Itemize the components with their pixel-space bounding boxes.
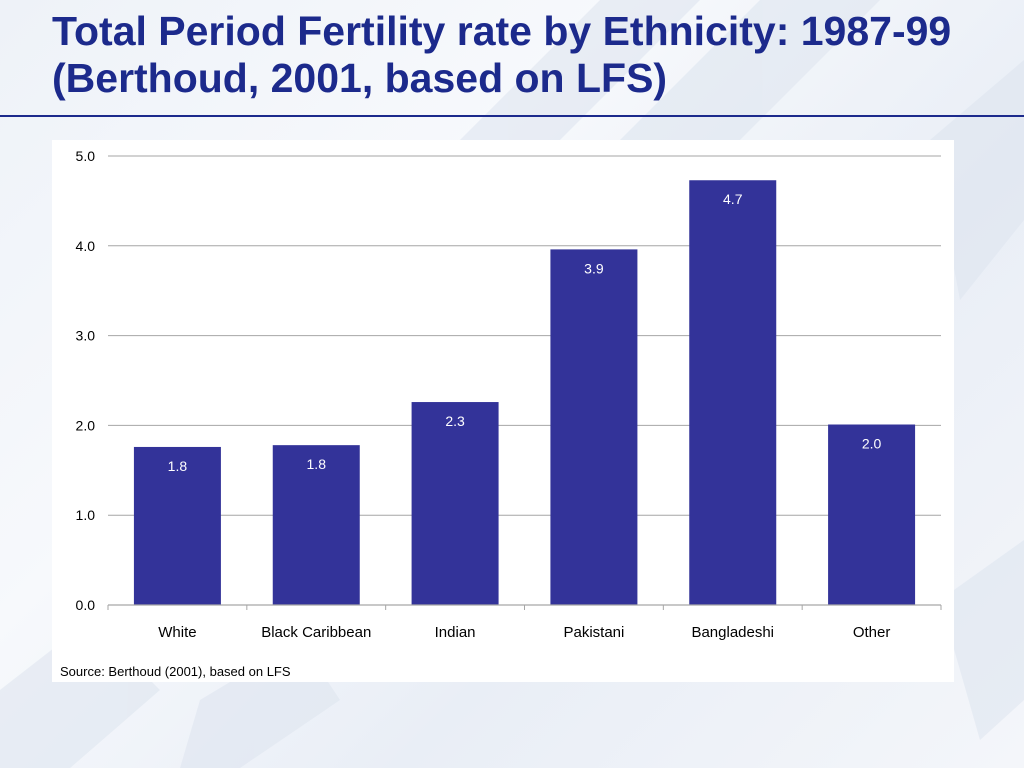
- title-divider: [0, 115, 1024, 117]
- chart-panel: 0.0 1.0 2.0 3.0 4.0 5.0 1.8 White 1.8 Black Carib…: [52, 140, 954, 682]
- y-tick-label: 0.0: [76, 597, 96, 613]
- x-category-label: White: [158, 624, 196, 641]
- y-tick-label: 5.0: [76, 148, 96, 164]
- bar: [411, 402, 499, 605]
- slide-title: Total Period Fertility rate by Ethnicity…: [52, 8, 952, 101]
- data-label: 1.8: [307, 456, 327, 472]
- x-category-label: Other: [853, 624, 891, 641]
- source-note: Source: Berthoud (2001), based on LFS: [60, 664, 291, 679]
- data-label: 4.7: [723, 191, 743, 207]
- x-category-label: Black Caribbean: [261, 624, 371, 641]
- x-category-label: Pakistani: [563, 624, 624, 641]
- data-label: 1.8: [168, 458, 188, 474]
- y-tick-label: 2.0: [76, 417, 96, 433]
- data-label: 3.9: [584, 260, 604, 276]
- bar-chart: 0.0 1.0 2.0 3.0 4.0 5.0 1.8 White 1.8 Black Carib…: [76, 148, 942, 641]
- bar: [689, 180, 777, 605]
- data-label: 2.3: [445, 413, 465, 429]
- y-tick-label: 3.0: [76, 328, 96, 344]
- bar: [828, 424, 916, 605]
- x-category-label: Bangladeshi: [691, 624, 774, 641]
- bar: [133, 446, 221, 605]
- y-tick-label: 1.0: [76, 507, 96, 523]
- data-label: 2.0: [862, 436, 882, 452]
- x-category-label: Indian: [435, 624, 476, 641]
- bar: [550, 249, 638, 605]
- y-tick-label: 4.0: [76, 238, 96, 254]
- bar: [272, 445, 360, 605]
